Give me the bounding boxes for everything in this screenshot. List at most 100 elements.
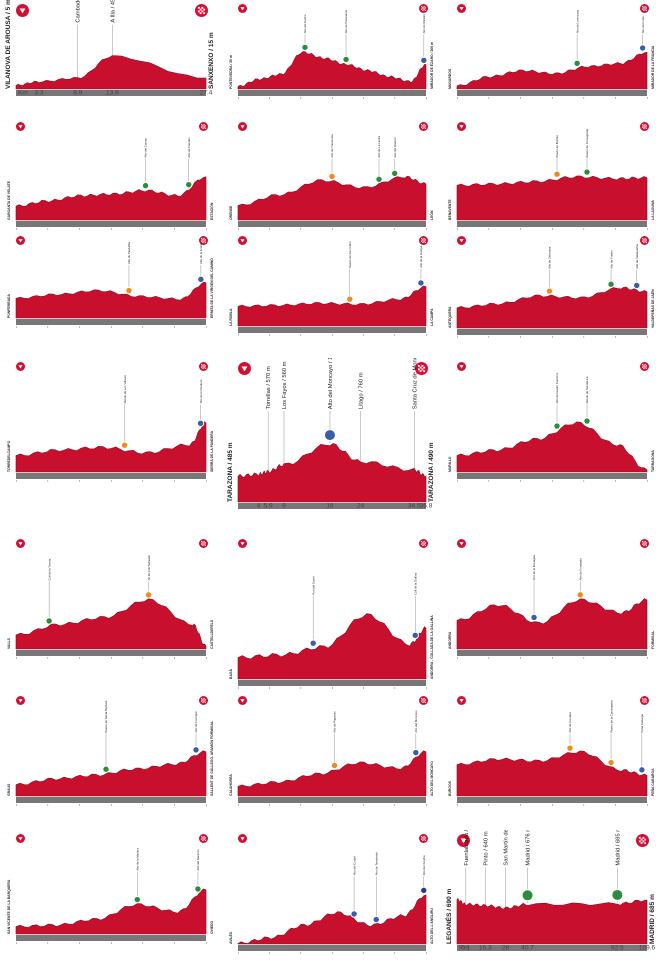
climb-category-marker (328, 172, 336, 181)
finish-flag-icon (419, 122, 428, 131)
axis-tick-label: 34.5 (408, 503, 421, 510)
axis-tick-label: 27.4 (200, 90, 213, 97)
finish-location-label: TARAZONA / 490 m (428, 442, 435, 502)
climb-category-marker (194, 885, 202, 893)
start-location-label: PONFERRADA (7, 294, 11, 318)
distance-axis-bar (457, 945, 647, 951)
waypoint-label: Alto de Foradada (578, 558, 582, 581)
start-location-label: LA ROBLA (229, 308, 233, 326)
start-flag-icon (16, 539, 25, 548)
elevation-profile-area (237, 443, 427, 503)
stage-profile-9: ANTEQUERA VALDEPEÑAS DE JAÉN Alto de Zafar… (441, 232, 657, 344)
climb-category-marker (553, 170, 561, 178)
start-flag-icon (457, 696, 466, 705)
waypoint-label: Peña Cabarga (640, 714, 644, 733)
stage-profile-5: ORENSE LEÓN Alto de Trasmonte Alto de La La… (222, 118, 436, 236)
start-location-label: VALLS (7, 637, 11, 649)
finish-location-label: TARRAGONA (651, 450, 655, 472)
waypoint-label: Port de la Bonaigua (532, 555, 536, 581)
axis-tick-label: 13.9 (106, 90, 119, 97)
elevation-profile-area (456, 286, 648, 329)
axis-tick-label: Km (459, 945, 469, 952)
stage-profile-1: Km 3.3 8.9 13.9 27.4 VILANOVA DE AROUSA / 5 m… (0, 0, 216, 105)
stage-profile-12: MURILLO TARRAGONA Alto de Cuatro Caminos Pu… (441, 358, 657, 488)
start-location-label: AVILÉS (228, 931, 233, 944)
axis-tick-label: 5.1 (461, 945, 470, 952)
start-flag-icon (16, 362, 25, 371)
elevation-profile-area (237, 894, 427, 945)
climb-category-marker (545, 287, 554, 295)
stage-profile-4: GARGANTA DE VELATE ESTACIÓN Alto del Campo… (0, 118, 216, 236)
finish-flag-icon (640, 122, 649, 131)
start-location-label: VILANOVA DE AROUSA / 5 m (5, 0, 12, 89)
finish-flag-icon (415, 362, 428, 375)
waypoint-label: Alto de la Campa (419, 245, 423, 268)
waypoint-label: Puerto de Los Villares (123, 375, 127, 404)
start-location-label: CALAHORRA (229, 774, 233, 796)
stage-profile-16: GRAUS SALLENT DE GÁLLEGO. ARAMÓN FORMIGAL… (0, 692, 216, 812)
waypoint-label: Alto de la Madera (135, 848, 139, 871)
finish-flag-icon (419, 696, 428, 705)
axis-tick-label: 18 (326, 503, 334, 510)
finish-flag-icon (419, 4, 428, 13)
climb-category-marker (323, 429, 336, 442)
elevation-profile-area (456, 51, 648, 90)
distance-axis-bar (238, 327, 426, 333)
axis-tick-label: 3.3 (34, 90, 43, 97)
climb-category-marker (144, 591, 153, 599)
start-location-label: SAN VICENTE DE LA BARQUERA (7, 879, 11, 934)
waypoint-label: Fuenlabrada / 680 m (464, 830, 470, 866)
finish-location-label: LA LAGUNA (651, 200, 655, 220)
climb-category-marker (197, 275, 205, 283)
elevation-profile-area (237, 750, 427, 797)
stage-profile-10: TORREDELCAMPO SIERRA DE LA PANDERA Puerto … (0, 358, 216, 488)
start-location-label: PONTEVEDRA / 20 m (229, 55, 233, 89)
stage-profile-14: BAGÀ ANDORRA - COLLADA DE LA GALLINA Port … (222, 535, 436, 695)
climb-category-marker (576, 591, 584, 599)
stage-profile-18: BURGOS PEÑA CABARGA Alto de Carrales Puerto… (441, 692, 657, 812)
start-flag-icon (16, 696, 25, 705)
axis-tick-label: 9 (282, 503, 286, 510)
waypoint-label: Alto del Campo (144, 137, 148, 157)
axis-tick-label: 28 (502, 945, 510, 952)
distance-axis-bar (238, 945, 426, 951)
start-flag-icon (457, 4, 466, 13)
climb-category-marker (411, 631, 419, 640)
climb-category-marker (530, 613, 538, 622)
waypoint-label: Litago / 760 m (359, 372, 365, 409)
waypoint-label: Madrid / 676 m (526, 830, 532, 866)
waypoint-label: Alto del Rodicio (393, 137, 397, 157)
climb-category-marker (638, 766, 646, 774)
start-location-label: ANTEQUERA (448, 306, 452, 328)
climb-category-marker (390, 169, 399, 178)
climb-category-marker (420, 886, 428, 895)
start-location-label: GRAUS (7, 783, 11, 796)
elevation-profile-area (15, 888, 207, 935)
waypoint-label: Alto de la Pandera (199, 379, 203, 403)
elevation-profile-area (237, 175, 427, 221)
distance-axis-bar (238, 503, 426, 509)
finish-location-label: SANXENXO / 15 m (208, 32, 215, 89)
finish-flag-icon (419, 236, 428, 245)
stage-profile-13: VALLS CASTELLDEFELS Coll de la Torreta Alt … (0, 535, 216, 665)
stage-profile-17: CALAHORRA ALTO DEL MONCAYO Alto de Piquera… (222, 692, 436, 812)
finish-location-label: MADRID / 685 m (649, 894, 656, 944)
start-location-label: TORREDELCAMPO (7, 440, 11, 472)
elevation-profile-area (15, 598, 207, 650)
stage-profile-7: PONFERRADA ERMITA DE LA VIRGEN DEL CAMINO… (0, 232, 216, 334)
start-flag-icon (457, 236, 466, 245)
start-location-label: MURILLO (448, 456, 452, 472)
waypoint-label: Alto del Moncayo (414, 710, 418, 733)
finish-flag-icon (199, 696, 208, 705)
axis-tick-label: 24 (357, 503, 365, 510)
waypoint-label: Puerto de Brañas (555, 135, 559, 158)
axis-tick-label: 40.7 (521, 945, 534, 952)
distance-axis-bar (16, 650, 206, 656)
elevation-profile-area (456, 750, 648, 797)
waypoint-label: Pinto / 640 m (483, 831, 489, 865)
waypoint-label: Alto de Piedrafita (127, 242, 131, 264)
finish-location-label: MIRADOR DE ÉZARO / 200 m (429, 42, 434, 89)
stage-profile-8: LA ROBLA LA CAMPA Puerto de San Isidro Alto… (222, 232, 436, 342)
waypoint-label: Coll de la Gallina (413, 573, 417, 595)
elevation-profile-area (456, 421, 648, 473)
